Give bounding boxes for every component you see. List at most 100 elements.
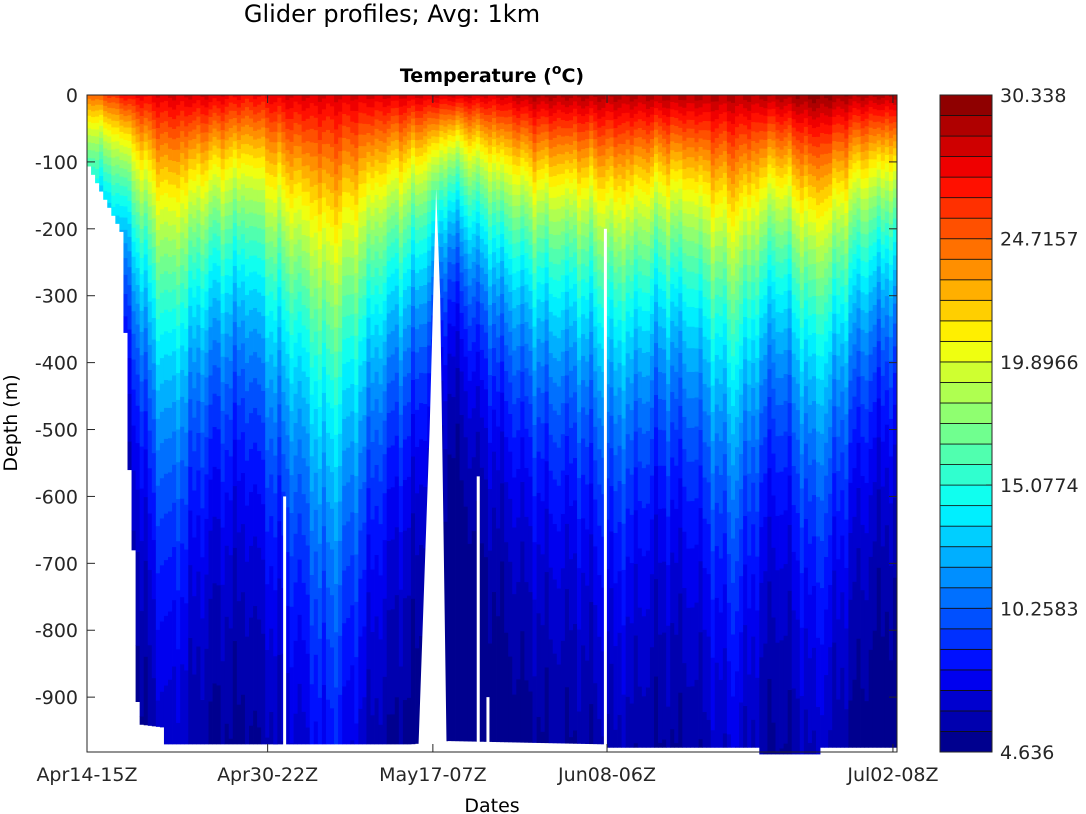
heat-cell <box>163 615 169 686</box>
heat-cell <box>131 333 136 360</box>
heat-cell <box>504 284 509 303</box>
heat-cell <box>783 218 789 232</box>
heat-cell <box>338 501 343 541</box>
heat-cell <box>730 112 736 124</box>
heat-cell <box>751 220 756 236</box>
heat-cell <box>654 252 659 269</box>
heat-cell <box>520 541 525 632</box>
heat-cell <box>212 426 217 467</box>
heat-cell <box>779 262 784 279</box>
heat-cell <box>257 450 262 495</box>
heat-cell <box>743 184 748 197</box>
heat-cell <box>378 724 384 745</box>
heat-cell <box>487 95 493 102</box>
heat-cell <box>540 212 546 226</box>
heat-cell <box>317 267 323 288</box>
heat-cell <box>649 156 655 167</box>
heat-cell <box>184 170 189 183</box>
heat-cell <box>463 204 469 216</box>
heat-cell <box>710 263 716 281</box>
heat-cell <box>678 593 683 693</box>
heat-cell <box>771 188 776 200</box>
heat-cell <box>208 287 213 307</box>
heat-cell <box>739 220 744 236</box>
heat-cell <box>702 103 708 113</box>
heat-cell <box>747 511 752 556</box>
heat-cell <box>694 459 699 499</box>
heat-cell <box>455 181 460 191</box>
heat-cell <box>342 622 347 687</box>
heat-cell <box>232 282 238 302</box>
heat-cell <box>180 100 185 111</box>
heat-cell <box>196 143 201 154</box>
heat-cell <box>771 108 776 117</box>
heat-cell <box>471 530 477 742</box>
heat-cell <box>398 262 404 280</box>
heat-cell <box>192 138 197 149</box>
heat-cell <box>313 380 319 410</box>
heat-cell <box>309 275 315 297</box>
heat-cell <box>172 464 177 503</box>
heat-cell <box>330 707 335 745</box>
heat-cell <box>552 579 558 654</box>
heat-cell <box>589 379 594 410</box>
heat-cell <box>718 296 724 317</box>
heat-cell <box>439 119 444 126</box>
heat-cell <box>204 436 209 475</box>
heat-cell <box>313 129 319 143</box>
heat-cell <box>702 139 708 150</box>
heat-cell <box>783 563 789 636</box>
heat-cell <box>500 335 505 362</box>
heat-cell <box>686 461 691 502</box>
heat-cell <box>755 511 760 557</box>
heat-cell <box>532 171 537 183</box>
heat-cell <box>759 223 764 238</box>
heat-cell <box>362 169 367 184</box>
heat-cell <box>475 136 481 144</box>
heat-cell <box>654 121 659 130</box>
heat-cell <box>321 452 327 488</box>
heat-cell <box>224 383 230 415</box>
heat-cell <box>500 116 505 123</box>
heat-cell <box>799 453 805 489</box>
heat-cell <box>496 188 501 200</box>
heat-cell <box>99 131 104 139</box>
heat-cell <box>451 183 456 193</box>
heat-cell <box>330 146 335 162</box>
heat-cell <box>269 628 274 713</box>
heat-cell <box>386 609 392 715</box>
heat-cell <box>338 211 343 229</box>
heat-cell <box>548 197 554 210</box>
heat-cell <box>151 452 157 493</box>
heat-cell <box>783 154 789 165</box>
heat-cell <box>155 138 161 151</box>
heat-cell <box>228 628 234 739</box>
heat-cell <box>196 163 201 175</box>
heat-cell <box>147 170 153 183</box>
heat-cell <box>751 95 756 105</box>
heat-cell <box>99 125 104 132</box>
heat-cell <box>354 189 359 205</box>
heat-cell <box>573 158 578 169</box>
heat-cell <box>236 107 242 116</box>
heat-cell <box>568 306 574 326</box>
heat-cell <box>581 100 586 109</box>
heat-cell <box>666 116 671 126</box>
heat-cell <box>265 361 270 389</box>
heat-cell <box>479 252 485 268</box>
heat-cell <box>548 276 554 294</box>
heat-cell <box>625 229 631 245</box>
heat-cell <box>718 230 724 247</box>
heat-cell <box>483 120 489 128</box>
heat-cell <box>350 257 355 276</box>
heat-cell <box>483 479 489 558</box>
heat-cell <box>654 226 659 240</box>
heat-cell <box>637 200 643 214</box>
heat-cell <box>244 153 250 165</box>
heat-cell <box>516 270 521 288</box>
heat-cell <box>91 135 96 144</box>
heat-cell <box>188 226 193 241</box>
heat-cell <box>633 137 639 147</box>
heat-cell <box>759 95 764 100</box>
heat-cell <box>544 226 550 240</box>
